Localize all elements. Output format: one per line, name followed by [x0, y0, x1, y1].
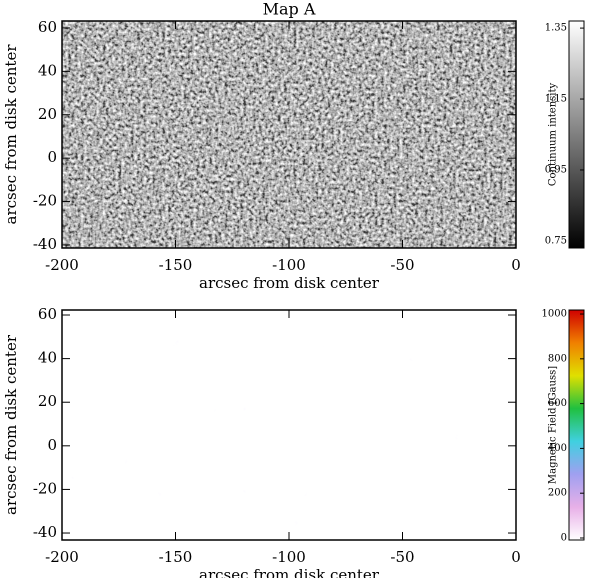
- x-tick-label: -150: [159, 256, 193, 274]
- panels: Map A-200 -150 -100 -50 0-40-200204060arcsec…: [2, 0, 585, 582]
- colorbar-tick-label: 1.15: [545, 94, 567, 105]
- y-axis-label: arcsec from disk center: [2, 334, 20, 515]
- y-tick-label: 60: [38, 305, 57, 323]
- colorbar-label: Continuum intensity: [548, 82, 559, 186]
- x-tick-label: -200: [45, 548, 79, 566]
- y-tick-label: -20: [33, 479, 57, 497]
- x-axis-label: arcsec from disk center: [199, 566, 380, 578]
- chart-title: Map A: [263, 0, 316, 19]
- y-tick-label: 20: [38, 105, 57, 123]
- colorbar-tick-label: 1.35: [545, 23, 567, 34]
- y-tick-label: 0: [47, 436, 57, 454]
- x-tick-label: -50: [390, 256, 414, 274]
- colorbar: [568, 309, 585, 541]
- y-axis-label: arcsec from disk center: [2, 44, 20, 225]
- y-tick-label: 40: [38, 349, 57, 367]
- x-tick-label: -100: [272, 256, 306, 274]
- colorbar-tick-label: 600: [548, 398, 567, 409]
- colorbar-label: Magnetic Field [Gauss]: [548, 366, 559, 484]
- colorbar-tick-label: 1000: [542, 309, 567, 320]
- x-tick-label: -200: [45, 256, 79, 274]
- y-tick-label: -40: [33, 523, 57, 541]
- x-axis-label: arcsec from disk center: [199, 274, 380, 292]
- map-image: [62, 310, 516, 540]
- y-tick-label: 0: [47, 148, 57, 166]
- x-tick-label: -50: [390, 548, 414, 566]
- colorbar-tick-label: 0.95: [545, 164, 567, 175]
- y-tick-label: 40: [38, 61, 57, 79]
- colorbar-tick-label: 200: [548, 488, 567, 499]
- x-tick-label: -100: [272, 548, 306, 566]
- y-tick-label: -40: [33, 235, 57, 253]
- colorbar-tick-label: 0.75: [545, 235, 567, 246]
- colorbar-tick-label: 0: [561, 532, 567, 543]
- y-tick-label: 60: [38, 18, 57, 36]
- x-tick-label: 0: [511, 548, 521, 566]
- colorbar: [568, 20, 585, 249]
- colorbar-tick-label: 400: [548, 443, 567, 454]
- y-tick-label: -20: [33, 192, 57, 210]
- x-tick-label: 0: [511, 256, 521, 274]
- colorbar-tick-label: 800: [548, 353, 567, 364]
- map-image: [62, 21, 516, 248]
- y-tick-label: 20: [38, 392, 57, 410]
- x-tick-label: -150: [159, 548, 193, 566]
